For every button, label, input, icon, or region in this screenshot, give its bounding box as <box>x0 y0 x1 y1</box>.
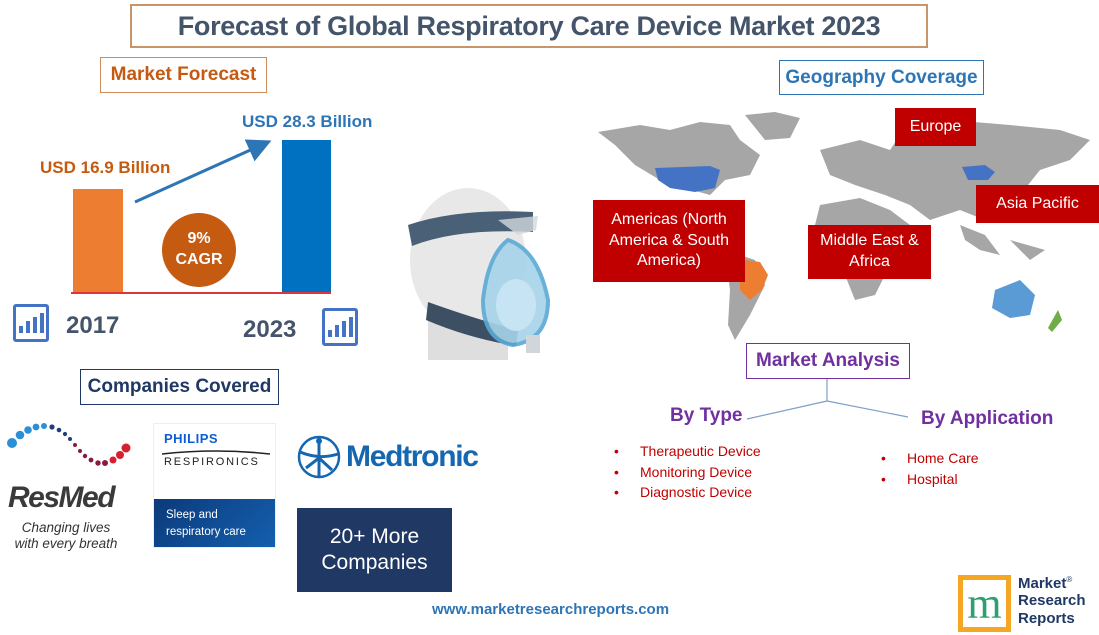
by-application-heading: By Application <box>921 408 1054 429</box>
resmed-tagline-line2: with every breath <box>14 536 118 552</box>
more-companies-box: 20+ More Companies <box>297 508 452 592</box>
region-middle-east-africa: Middle East & Africa <box>808 225 931 279</box>
market-analysis-heading: Market Analysis <box>746 343 910 379</box>
mrr-line1: Market <box>1018 575 1067 592</box>
respiratory-mask-image <box>408 188 551 360</box>
region-americas-line2: America & South <box>608 231 730 249</box>
region-americas: Americas (North America & South America) <box>593 200 745 282</box>
region-mea-line2: Africa <box>849 253 890 270</box>
year-2017: 2017 <box>66 312 120 339</box>
philips-desc-panel: Sleep and respiratory care <box>154 499 275 547</box>
medtronic-logo: Medtronic <box>294 432 479 487</box>
registered-icon: ® <box>1066 575 1073 584</box>
cagr-label: CAGR <box>175 251 223 268</box>
more-companies-line1: 20+ More <box>329 524 420 548</box>
philips-respironics-logo: PHILIPS RESPIRONICS Sleep and respirator… <box>153 423 276 548</box>
medtronic-figure-icon <box>297 435 341 479</box>
market-forecast-heading: Market Forecast <box>100 57 267 93</box>
bar-chart-icon <box>13 304 49 342</box>
region-americas-line3: America) <box>636 252 701 270</box>
list-item: Hospital <box>881 469 979 490</box>
philips-desc-line1: Sleep and <box>166 509 218 521</box>
companies-covered-heading: Companies Covered <box>80 369 279 405</box>
bar-2023 <box>282 140 331 293</box>
value-label-2017: USD 16.9 Billion <box>40 158 171 177</box>
page-title: Forecast of Global Respiratory Care Devi… <box>177 10 881 41</box>
philips-wave-icon <box>162 450 270 455</box>
resmed-dots-logo-icon <box>7 423 131 466</box>
geography-coverage-heading: Geography Coverage <box>779 60 984 95</box>
page-title-box: Forecast of Global Respiratory Care Devi… <box>130 4 928 48</box>
cagr-value: 9% <box>187 230 211 248</box>
mrr-logo-text: Market® Research Reports <box>1018 575 1086 627</box>
bar-2017 <box>73 189 123 293</box>
year-2023: 2023 <box>243 316 297 343</box>
mrr-line2: Research <box>1018 592 1086 610</box>
mrr-m-icon: m <box>958 575 1011 632</box>
by-type-list: Therapeutic Device Monitoring Device Dia… <box>614 441 761 503</box>
resmed-tagline-line1: Changing lives <box>21 520 111 535</box>
region-americas-line1: Americas (North <box>611 210 727 228</box>
resmed-tagline: Changing lives with every breath <box>8 520 124 552</box>
website-link[interactable]: www.marketresearchreports.com <box>432 601 670 618</box>
cagr-badge: 9% CAGR <box>162 213 236 287</box>
resmed-logo-text: ResMed <box>8 481 116 514</box>
bar-chart-icon <box>322 308 358 346</box>
medtronic-logo-text: Medtronic <box>346 440 479 473</box>
list-item: Diagnostic Device <box>614 482 761 503</box>
region-asia-pacific: Asia Pacific <box>976 185 1099 223</box>
mrr-line3: Reports <box>1018 609 1075 627</box>
more-companies-line2: Companies <box>321 551 428 574</box>
philips-desc-line2: respiratory care <box>166 526 246 539</box>
list-item: Monitoring Device <box>614 462 761 483</box>
list-item: Therapeutic Device <box>614 441 761 462</box>
philips-sub: RESPIRONICS <box>164 456 260 468</box>
by-type-heading: By Type <box>670 405 743 426</box>
list-item: Home Care <box>881 448 979 469</box>
philips-brand: PHILIPS <box>164 431 219 446</box>
by-application-list: Home Care Hospital <box>881 448 979 489</box>
chart-baseline <box>71 292 331 294</box>
value-label-2023: USD 28.3 Billion <box>242 112 373 131</box>
analysis-tree-connector <box>746 379 909 420</box>
growth-arrow-icon <box>134 139 272 204</box>
region-europe: Europe <box>895 108 976 146</box>
region-mea-line1: Middle East & <box>820 232 919 250</box>
